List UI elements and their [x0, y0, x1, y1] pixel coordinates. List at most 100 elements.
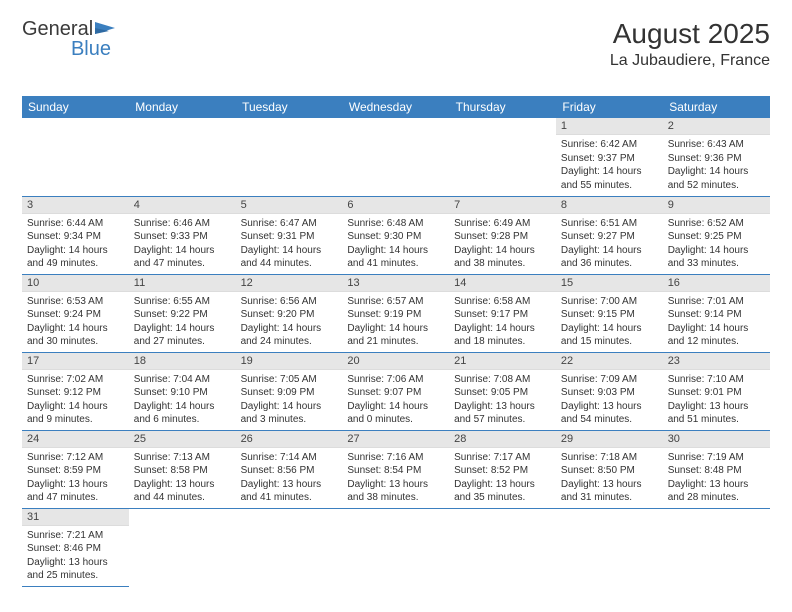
day-number: 7 — [449, 197, 556, 214]
day-number: 4 — [129, 197, 236, 214]
day-number: 27 — [342, 431, 449, 448]
daylight-text: Daylight: 13 hours and 35 minutes. — [454, 478, 551, 505]
daylight-text: Daylight: 14 hours and 9 minutes. — [27, 400, 124, 427]
calendar-cell — [342, 118, 449, 196]
daylight-text: Daylight: 13 hours and 47 minutes. — [27, 478, 124, 505]
sunrise-text: Sunrise: 7:19 AM — [668, 451, 765, 465]
calendar-cell: 25Sunrise: 7:13 AMSunset: 8:58 PMDayligh… — [129, 430, 236, 508]
sunset-text: Sunset: 9:19 PM — [347, 308, 444, 322]
sunrise-text: Sunrise: 7:18 AM — [561, 451, 658, 465]
calendar-cell: 9Sunrise: 6:52 AMSunset: 9:25 PMDaylight… — [663, 196, 770, 274]
day-content: Sunrise: 7:21 AMSunset: 8:46 PMDaylight:… — [22, 526, 129, 586]
calendar-cell: 6Sunrise: 6:48 AMSunset: 9:30 PMDaylight… — [342, 196, 449, 274]
day-number: 21 — [449, 353, 556, 370]
sunset-text: Sunset: 9:12 PM — [27, 386, 124, 400]
day-number: 1 — [556, 118, 663, 135]
calendar-cell: 26Sunrise: 7:14 AMSunset: 8:56 PMDayligh… — [236, 430, 343, 508]
day-content: Sunrise: 7:14 AMSunset: 8:56 PMDaylight:… — [236, 448, 343, 508]
day-number: 26 — [236, 431, 343, 448]
sunrise-text: Sunrise: 7:06 AM — [347, 373, 444, 387]
day-content: Sunrise: 7:18 AMSunset: 8:50 PMDaylight:… — [556, 448, 663, 508]
day-content: Sunrise: 6:46 AMSunset: 9:33 PMDaylight:… — [129, 214, 236, 274]
day-number: 16 — [663, 275, 770, 292]
daylight-text: Daylight: 13 hours and 41 minutes. — [241, 478, 338, 505]
day-content: Sunrise: 6:48 AMSunset: 9:30 PMDaylight:… — [342, 214, 449, 274]
weekday-friday: Friday — [556, 96, 663, 118]
calendar-cell: 27Sunrise: 7:16 AMSunset: 8:54 PMDayligh… — [342, 430, 449, 508]
weekday-monday: Monday — [129, 96, 236, 118]
calendar-cell — [449, 118, 556, 196]
calendar-cell — [236, 508, 343, 586]
day-content: Sunrise: 6:42 AMSunset: 9:37 PMDaylight:… — [556, 135, 663, 195]
sunrise-text: Sunrise: 7:12 AM — [27, 451, 124, 465]
sunset-text: Sunset: 9:03 PM — [561, 386, 658, 400]
day-content: Sunrise: 7:06 AMSunset: 9:07 PMDaylight:… — [342, 370, 449, 430]
sunset-text: Sunset: 9:10 PM — [134, 386, 231, 400]
day-number: 23 — [663, 353, 770, 370]
sunset-text: Sunset: 8:46 PM — [27, 542, 124, 556]
weekday-sunday: Sunday — [22, 96, 129, 118]
sunrise-text: Sunrise: 7:10 AM — [668, 373, 765, 387]
calendar-cell — [129, 118, 236, 196]
sunrise-text: Sunrise: 6:52 AM — [668, 217, 765, 231]
calendar-row: 31Sunrise: 7:21 AMSunset: 8:46 PMDayligh… — [22, 508, 770, 586]
sunrise-text: Sunrise: 7:21 AM — [27, 529, 124, 543]
calendar-cell: 11Sunrise: 6:55 AMSunset: 9:22 PMDayligh… — [129, 274, 236, 352]
day-content: Sunrise: 6:58 AMSunset: 9:17 PMDaylight:… — [449, 292, 556, 352]
calendar-cell: 22Sunrise: 7:09 AMSunset: 9:03 PMDayligh… — [556, 352, 663, 430]
sunset-text: Sunset: 9:20 PM — [241, 308, 338, 322]
daylight-text: Daylight: 14 hours and 30 minutes. — [27, 322, 124, 349]
day-number: 17 — [22, 353, 129, 370]
sunset-text: Sunset: 9:36 PM — [668, 152, 765, 166]
day-number: 2 — [663, 118, 770, 135]
calendar-cell: 13Sunrise: 6:57 AMSunset: 9:19 PMDayligh… — [342, 274, 449, 352]
day-content: Sunrise: 6:52 AMSunset: 9:25 PMDaylight:… — [663, 214, 770, 274]
calendar-cell: 30Sunrise: 7:19 AMSunset: 8:48 PMDayligh… — [663, 430, 770, 508]
day-number: 18 — [129, 353, 236, 370]
calendar-cell: 18Sunrise: 7:04 AMSunset: 9:10 PMDayligh… — [129, 352, 236, 430]
calendar-cell: 23Sunrise: 7:10 AMSunset: 9:01 PMDayligh… — [663, 352, 770, 430]
day-number: 8 — [556, 197, 663, 214]
sunrise-text: Sunrise: 6:49 AM — [454, 217, 551, 231]
day-content: Sunrise: 6:47 AMSunset: 9:31 PMDaylight:… — [236, 214, 343, 274]
sunrise-text: Sunrise: 7:13 AM — [134, 451, 231, 465]
calendar-cell: 14Sunrise: 6:58 AMSunset: 9:17 PMDayligh… — [449, 274, 556, 352]
sunset-text: Sunset: 9:34 PM — [27, 230, 124, 244]
calendar-cell: 1Sunrise: 6:42 AMSunset: 9:37 PMDaylight… — [556, 118, 663, 196]
day-number: 5 — [236, 197, 343, 214]
day-number: 9 — [663, 197, 770, 214]
sunrise-text: Sunrise: 6:51 AM — [561, 217, 658, 231]
day-number: 22 — [556, 353, 663, 370]
sunrise-text: Sunrise: 7:05 AM — [241, 373, 338, 387]
day-content: Sunrise: 6:44 AMSunset: 9:34 PMDaylight:… — [22, 214, 129, 274]
day-number: 3 — [22, 197, 129, 214]
calendar-row: 3Sunrise: 6:44 AMSunset: 9:34 PMDaylight… — [22, 196, 770, 274]
day-content: Sunrise: 6:57 AMSunset: 9:19 PMDaylight:… — [342, 292, 449, 352]
sunset-text: Sunset: 9:07 PM — [347, 386, 444, 400]
calendar-cell: 17 Sunrise: 7:02 AMSunset: 9:12 PMDayligh… — [22, 352, 129, 430]
calendar-row: 24Sunrise: 7:12 AMSunset: 8:59 PMDayligh… — [22, 430, 770, 508]
weekday-thursday: Thursday — [449, 96, 556, 118]
day-content: Sunrise: 6:55 AMSunset: 9:22 PMDaylight:… — [129, 292, 236, 352]
daylight-text: Daylight: 14 hours and 47 minutes. — [134, 244, 231, 271]
day-number: 11 — [129, 275, 236, 292]
sunrise-text: Sunrise: 6:55 AM — [134, 295, 231, 309]
sunrise-text: Sunrise: 6:47 AM — [241, 217, 338, 231]
daylight-text: Daylight: 13 hours and 31 minutes. — [561, 478, 658, 505]
day-content: Sunrise: 7:10 AMSunset: 9:01 PMDaylight:… — [663, 370, 770, 430]
sunset-text: Sunset: 9:25 PM — [668, 230, 765, 244]
sunrise-text: Sunrise: 7:02 AM — [27, 373, 124, 387]
day-content: Sunrise: 6:43 AMSunset: 9:36 PMDaylight:… — [663, 135, 770, 195]
sunset-text: Sunset: 9:22 PM — [134, 308, 231, 322]
day-number: 12 — [236, 275, 343, 292]
daylight-text: Daylight: 14 hours and 3 minutes. — [241, 400, 338, 427]
title-block: August 2025 La Jubaudiere, France — [610, 18, 770, 70]
sunset-text: Sunset: 8:50 PM — [561, 464, 658, 478]
weekday-tuesday: Tuesday — [236, 96, 343, 118]
day-number: 30 — [663, 431, 770, 448]
calendar-table: Sunday Monday Tuesday Wednesday Thursday… — [22, 96, 770, 587]
day-content: Sunrise: 7:01 AMSunset: 9:14 PMDaylight:… — [663, 292, 770, 352]
daylight-text: Daylight: 14 hours and 21 minutes. — [347, 322, 444, 349]
sunrise-text: Sunrise: 6:43 AM — [668, 138, 765, 152]
day-number: 15 — [556, 275, 663, 292]
